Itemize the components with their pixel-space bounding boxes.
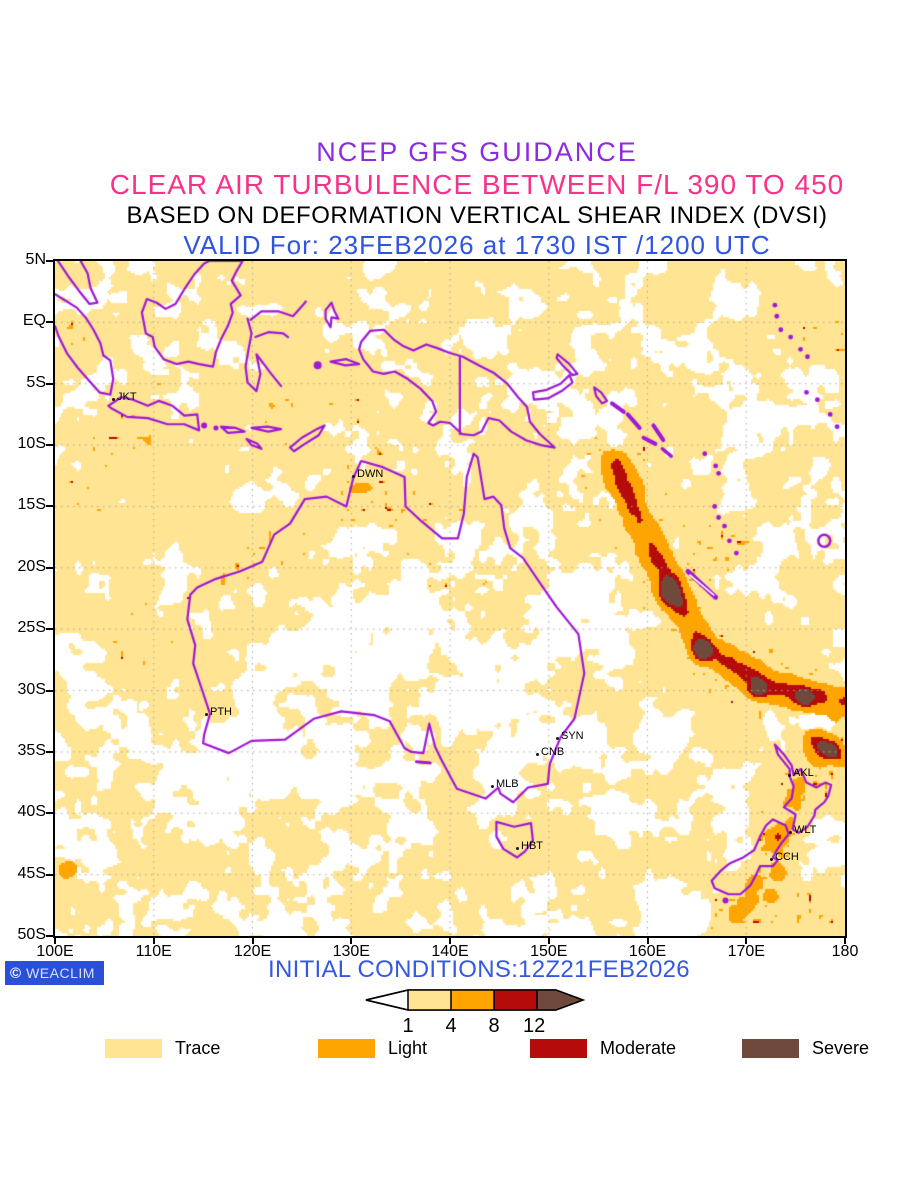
copyright-icon: © [10,964,22,982]
lon-axis-tick [251,938,254,944]
scale-seg-moderate [494,990,537,1010]
lon-axis-label-140E: 140E [431,943,469,960]
lat-axis-tick [46,382,53,385]
lon-axis-tick [745,938,748,944]
scale-seg-light [451,990,494,1010]
lat-axis-tick [46,321,53,324]
lat-axis-label-40S: 40S [17,803,46,821]
lon-axis-label-160E: 160E [628,943,667,960]
lat-axis-tick [46,444,53,447]
legend-label-trace: Trace [175,1038,221,1058]
lat-axis-label-50S: 50S [17,926,46,943]
city-label-HBT: HBT [516,840,543,852]
weaclim-logo: © WEACLIM [5,961,104,985]
lat-axis-label-5N: 5N [25,251,46,268]
city-label-SYN: SYN [556,730,584,742]
legend-label-moderate: Moderate [600,1038,677,1058]
lon-axis-label-110E: 110E [135,943,172,960]
lat-axis-label-35S: 35S [17,741,46,759]
lat-axis-label-EQ: EQ [22,312,46,330]
lat-axis-tick [46,566,53,569]
title-valid-time: VALID For: 23FEB2026 at 1730 IST /1200 U… [183,230,771,260]
lat-axis-tick [46,260,53,262]
map-frame [53,259,847,938]
lat-axis-tick [46,689,53,692]
legend-label-light: Light [388,1038,428,1058]
city-label-CNB: CNB [535,746,565,758]
lat-axis-tick [46,750,53,753]
lat-axis-label-25S: 25S [17,619,46,637]
legend-swatch-moderate [530,1039,587,1058]
lon-axis-label-100E: 100E [36,943,74,960]
lat-axis-tick [46,935,53,937]
lon-axis-label-170E: 170E [727,943,765,960]
legend-label-severe: Severe [812,1038,870,1058]
scale-seg-trace [408,990,451,1010]
title-model: NCEP GFS GUIDANCE [316,137,638,167]
lon-axis-tick [646,938,649,944]
city-label-DWN: DWN [351,468,384,480]
city-label-PTH: PTH [205,706,232,718]
scale-tick-12: 12 [523,1015,545,1037]
lon-axis-tick [54,938,56,944]
lon-axis-label-180: 180 [831,943,859,960]
lat-axis-tick [46,505,53,508]
scale-tick-1: 1 [402,1015,413,1037]
lat-axis-tick [46,873,53,876]
lat-axis-label-20S: 20S [17,557,46,575]
lat-axis-label-10S: 10S [17,435,46,453]
title-method: BASED ON DEFORMATION VERTICAL SHEAR INDE… [126,202,828,229]
initial-conditions-text: INITIAL CONDITIONS:12Z21FEB2026 [268,956,690,983]
scale-tick-8: 8 [488,1015,499,1037]
lon-axis-tick [152,938,155,944]
lat-axis-tick [46,812,53,815]
scale-seg-severe [537,990,583,1010]
lat-axis-label-5S: 5S [26,373,46,391]
weaclim-logo-text: WEACLIM [26,965,95,981]
lon-axis-tick [449,938,451,944]
city-label-AKL: AKL [788,767,814,779]
legend-swatch-severe [742,1039,799,1058]
scale-tick-4: 4 [445,1015,456,1037]
lat-axis-tick [46,628,53,631]
lon-axis-label-150E: 150E [530,943,568,960]
city-label-CCH: CCH [770,851,799,863]
legend-swatch-trace [105,1039,162,1058]
lon-axis-tick [350,938,353,944]
severity-scale-bar: 1 4 8 12 [365,989,586,1037]
lon-axis-label-130E: 130E [332,943,370,960]
legend-swatch-light [318,1039,375,1058]
lat-axis-label-15S: 15S [17,496,46,514]
title-product: CLEAR AIR TURBULENCE BETWEEN F/L 390 TO … [109,169,845,200]
lat-axis-label-45S: 45S [17,864,46,882]
lon-axis-tick [547,938,550,944]
lat-axis-label-30S: 30S [17,680,46,698]
lon-axis-label-120E: 120E [233,943,272,960]
lon-axis-tick [844,938,846,944]
city-label-MLB: MLB [491,778,519,790]
turbulence-map-canvas [55,261,845,936]
city-label-WLT: WLT [788,824,817,836]
city-label-JKT: JKT [112,391,137,403]
